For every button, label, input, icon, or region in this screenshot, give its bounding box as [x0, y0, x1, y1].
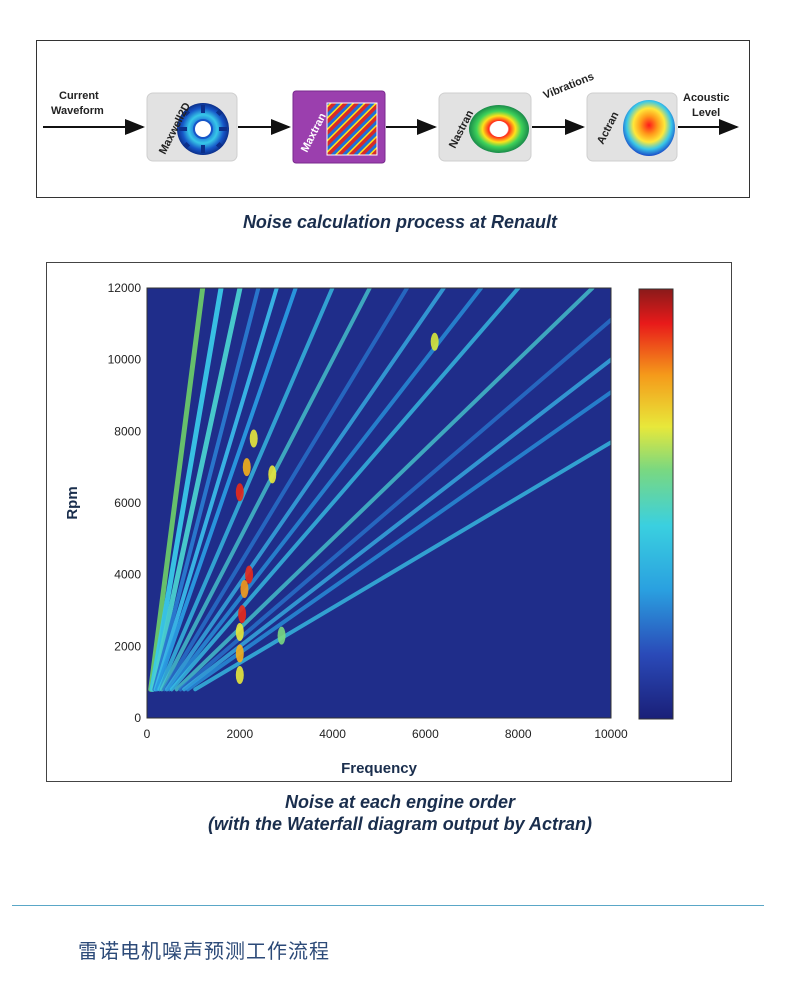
process-caption: Noise calculation process at Renault	[242, 212, 558, 232]
motor-cross-section-icon	[177, 103, 229, 155]
engine-order-line	[154, 288, 298, 692]
waterfall-chart: 0 2000 4000 6000 8000 10000 0 2000 4000 6000 8000…	[46, 262, 732, 782]
hot-spots	[235, 332, 439, 684]
engine-order-line	[150, 288, 243, 692]
hot-spot	[240, 580, 249, 598]
waterfall-caption-line1: Noise at each engine order	[284, 792, 516, 812]
hot-spot	[242, 458, 251, 477]
input-label-waveform: Waveform	[51, 105, 104, 117]
hot-spot	[245, 565, 254, 584]
engine-order-line	[159, 288, 372, 692]
engine-order-lines	[148, 288, 611, 692]
colorbar	[638, 288, 674, 720]
engine-order-line	[193, 440, 611, 692]
stator-ring-icon	[469, 105, 529, 153]
x-tick-label: 6000	[412, 727, 439, 741]
engine-order-line	[157, 288, 335, 692]
y-tick-label: 10000	[108, 353, 142, 367]
x-tick-label: 8000	[505, 727, 532, 741]
waterfall-caption: Noise at each engine order (with the Wat…	[0, 791, 800, 835]
engine-order-line	[162, 288, 410, 692]
hot-spot	[430, 332, 439, 351]
mesh-field-icon	[326, 102, 378, 156]
tool-box-maxwell2d: Maxwell2D	[146, 92, 238, 162]
y-tick-label: 6000	[114, 496, 141, 510]
hot-spot	[235, 623, 244, 641]
x-tick-label: 2000	[226, 727, 253, 741]
y-axis-ticks: 0 2000 4000 6000 8000 10000 12000	[108, 281, 142, 725]
process-flow-svg: Current Waveform Maxwell2D	[43, 71, 739, 164]
engine-order-line	[174, 288, 595, 692]
output-label-acoustic: Acoustic	[683, 92, 729, 104]
process-flow-diagram: Current Waveform Maxwell2D	[36, 40, 750, 198]
acoustic-field-icon	[623, 100, 675, 156]
y-tick-label: 2000	[114, 639, 141, 653]
hot-spot	[235, 666, 244, 684]
y-tick-label: 8000	[114, 424, 141, 438]
engine-order-line	[185, 390, 611, 692]
waterfall-chart-svg: 0 2000 4000 6000 8000 10000 0 2000 4000 6000 8000…	[64, 281, 674, 777]
tool-box-maxtran: Maxtran	[292, 90, 386, 164]
engine-order-line	[178, 317, 611, 692]
engine-order-line	[169, 288, 521, 692]
plot-frame	[146, 287, 612, 719]
engine-order-line	[152, 288, 261, 692]
x-tick-label: 4000	[319, 727, 346, 741]
x-axis-title: Frequency	[341, 760, 418, 777]
x-tick-label: 0	[144, 727, 151, 741]
engine-order-line	[148, 288, 206, 692]
engine-order-line	[167, 288, 484, 692]
footer-divider	[12, 905, 764, 906]
x-tick-label: 10000	[594, 727, 628, 741]
hot-spot	[249, 429, 258, 448]
x-axis-ticks: 0 2000 4000 6000 8000 10000	[144, 727, 628, 741]
y-axis-title: Rpm	[64, 486, 81, 519]
hot-spot	[235, 483, 244, 502]
hot-spot	[235, 644, 244, 663]
hot-spot	[238, 605, 247, 624]
y-tick-label: 4000	[114, 568, 141, 582]
hot-spot	[277, 626, 286, 645]
engine-order-line	[153, 288, 279, 692]
y-tick-label: 0	[134, 711, 141, 725]
input-label-current: Current	[59, 90, 99, 102]
engine-order-line	[182, 357, 611, 692]
engine-order-line	[164, 288, 446, 692]
tool-box-actran: Actran	[586, 92, 678, 162]
hot-spot	[268, 465, 277, 484]
engine-order-line	[149, 288, 224, 692]
y-tick-label: 12000	[108, 281, 142, 295]
waterfall-caption-line2: (with the Waterfall diagram output by Ac…	[207, 814, 593, 834]
output-label-level: Level	[692, 107, 720, 119]
footer-title: 雷诺电机噪声预测工作流程	[78, 939, 330, 963]
tool-box-nastran: Nastran	[438, 92, 532, 162]
